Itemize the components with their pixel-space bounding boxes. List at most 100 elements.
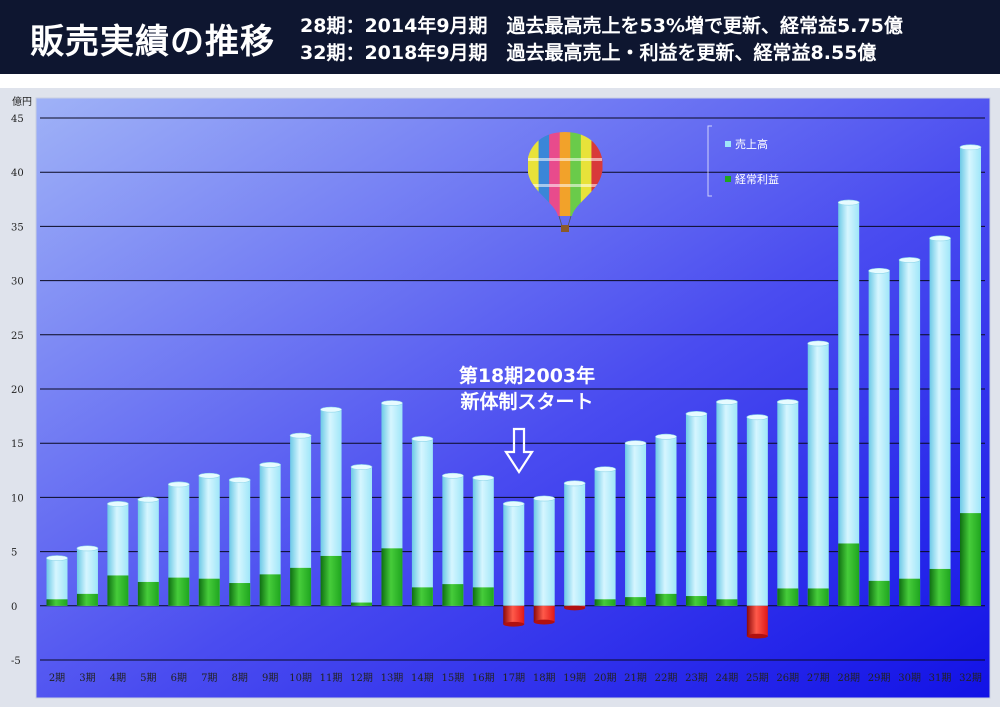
- page-title: 販売実績の推移: [30, 22, 275, 62]
- header-bar: 販売実績の推移 28期：2014年9月期 過去最高売上を53%増で更新、経常益5…: [0, 0, 1000, 74]
- y-tick-label: 5: [11, 548, 17, 559]
- sales-bar: [838, 202, 860, 606]
- sales-bar: [625, 443, 647, 606]
- sales-bar-cap: [320, 406, 342, 413]
- x-tick-label: 14期: [411, 672, 434, 684]
- legend-swatch-sales: [725, 141, 731, 147]
- sales-bar-cap: [624, 440, 647, 447]
- y-unit-label: 億円: [12, 95, 32, 108]
- sales-bar-cap: [502, 501, 525, 507]
- profit-bar: [625, 597, 647, 606]
- legend-label-profit: 経常利益: [735, 172, 779, 186]
- x-tick-label: 24期: [716, 672, 739, 684]
- profit-bar: [137, 581, 159, 606]
- down-arrow-icon: [503, 427, 535, 475]
- x-tick-label: 15期: [441, 672, 464, 684]
- sales-bar: [929, 238, 951, 606]
- profit-bar: [807, 588, 829, 606]
- sales-bar-cap: [381, 400, 403, 406]
- sales-bar: [259, 464, 281, 606]
- x-tick-label: 28期: [837, 672, 860, 684]
- x-tick-label: 20期: [594, 672, 617, 684]
- profit-bar: [868, 580, 890, 606]
- hot-air-balloon-icon: [528, 132, 603, 232]
- loss-bar-cap: [746, 633, 768, 639]
- sales-bar: [960, 147, 981, 606]
- sales-bar-cap: [76, 545, 99, 552]
- sales-bar-cap: [198, 472, 221, 479]
- x-tick-label: 26期: [776, 672, 799, 684]
- sales-bar: [868, 270, 890, 606]
- sales-bar: [594, 469, 616, 606]
- x-tick-label: 19期: [563, 672, 586, 684]
- x-tick-label: 29期: [868, 672, 891, 684]
- sales-bar-cap: [655, 433, 677, 440]
- x-tick-label: 23期: [685, 672, 708, 684]
- sales-bar: [411, 438, 433, 606]
- sales-bar-cap: [411, 435, 434, 442]
- profit-bar: [442, 584, 464, 606]
- sales-bar-cap: [533, 495, 556, 502]
- sales-bar: [655, 436, 677, 606]
- sales-bar: [472, 477, 494, 606]
- x-tick-label: 7期: [201, 672, 217, 684]
- x-tick-label: 17期: [502, 672, 525, 684]
- profit-bar: [198, 578, 220, 606]
- sales-bar: [564, 483, 586, 606]
- y-tick-label: 25: [11, 331, 24, 342]
- sales-bar: [229, 480, 251, 606]
- sales-bar: [168, 484, 190, 606]
- sales-bar: [290, 435, 312, 606]
- profit-bar: [107, 575, 129, 606]
- profit-bar: [290, 567, 312, 606]
- x-tick-label: 5期: [140, 672, 156, 684]
- sales-bar: [137, 499, 159, 606]
- sales-bar: [503, 503, 525, 606]
- x-tick-label: 25期: [746, 672, 769, 684]
- sales-bar-cap: [563, 480, 586, 487]
- profit-bar: [716, 599, 738, 606]
- sales-bar-cap: [472, 474, 495, 481]
- sales-bar: [899, 260, 921, 606]
- x-tick-label: 3期: [79, 672, 95, 684]
- sales-bar-cap: [898, 257, 921, 263]
- x-tick-label: 11期: [320, 672, 343, 684]
- sales-bar-cap: [168, 481, 190, 488]
- y-tick-label: -5: [11, 656, 21, 667]
- sales-bar-cap: [959, 144, 982, 151]
- x-tick-label: 21期: [624, 672, 647, 684]
- loss-bar: [746, 605, 768, 637]
- sales-bar: [533, 498, 555, 606]
- x-tick-label: 9期: [262, 672, 278, 684]
- profit-bar: [899, 578, 921, 606]
- sales-bar: [351, 467, 372, 606]
- sales-bar-cap: [350, 464, 373, 470]
- x-tick-label: 22期: [655, 672, 678, 684]
- x-tick-label: 27期: [807, 672, 830, 684]
- sales-bar-cap: [107, 501, 129, 507]
- sales-bar: [442, 475, 464, 606]
- sales-bar-cap: [259, 461, 281, 468]
- x-tick-label: 16期: [472, 672, 495, 684]
- y-tick-label: 35: [11, 222, 24, 233]
- loss-bar: [533, 605, 555, 623]
- x-tick-label: 6期: [171, 672, 187, 684]
- sales-bar-cap: [746, 414, 769, 421]
- y-tick-label: 30: [11, 277, 24, 288]
- sales-bar-cap: [868, 267, 890, 274]
- profit-bar: [655, 593, 677, 606]
- sales-bar-cap: [594, 466, 616, 473]
- legend-label-sales: 売上高: [735, 137, 768, 151]
- sales-profit-chart: -5 0 5 10 15 20 25 30 35 40 45 億円 2期 3期 4期 5期 6期 7期 8期 9期 10…: [11, 95, 991, 699]
- profit-bar: [320, 555, 342, 606]
- profit-bar: [960, 513, 981, 606]
- sales-bar: [685, 413, 707, 606]
- profit-bar: [76, 593, 98, 606]
- profit-bar: [351, 602, 372, 606]
- y-tick-label: 45: [11, 114, 24, 125]
- loss-bar: [503, 605, 525, 625]
- x-tick-label: 2期: [49, 672, 65, 684]
- profit-bar: [685, 596, 707, 606]
- sales-bar-cap: [685, 411, 708, 417]
- x-tick-label: 8期: [232, 672, 248, 684]
